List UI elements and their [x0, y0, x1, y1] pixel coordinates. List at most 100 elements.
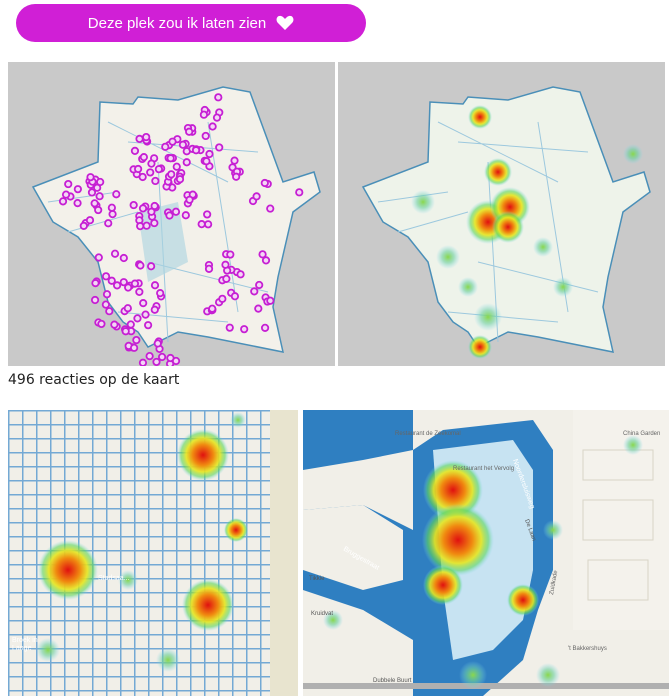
reaction-marker[interactable] — [142, 221, 151, 230]
reaction-marker[interactable] — [124, 283, 133, 292]
reaction-marker[interactable] — [157, 352, 167, 362]
reaction-marker[interactable] — [165, 211, 174, 220]
reaction-marker[interactable] — [142, 132, 151, 142]
reaction-marker[interactable] — [150, 218, 159, 228]
reaction-marker[interactable] — [129, 200, 138, 210]
reaction-marker[interactable] — [135, 287, 144, 297]
reaction-marker[interactable] — [139, 299, 148, 308]
reaction-marker[interactable] — [295, 188, 304, 197]
reaction-marker[interactable] — [166, 154, 175, 163]
reaction-marker[interactable] — [171, 207, 181, 216]
reaction-marker[interactable] — [182, 158, 191, 167]
reaction-marker[interactable] — [260, 178, 269, 188]
reaction-marker[interactable] — [145, 351, 154, 361]
reaction-marker[interactable] — [178, 140, 188, 149]
reaction-marker[interactable] — [230, 292, 240, 301]
reaction-marker[interactable] — [147, 159, 156, 168]
reaction-marker[interactable] — [73, 185, 82, 194]
reaction-marker[interactable] — [101, 272, 111, 281]
reaction-marker[interactable] — [266, 204, 275, 213]
reaction-marker[interactable] — [215, 143, 224, 152]
reaction-marker[interactable] — [97, 319, 106, 329]
reaction-marker[interactable] — [132, 335, 141, 345]
reaction-marker[interactable] — [90, 199, 99, 208]
reaction-marker[interactable] — [221, 260, 230, 269]
reaction-marker[interactable] — [90, 295, 100, 305]
reaction-marker[interactable] — [240, 325, 249, 334]
reaction-marker[interactable] — [110, 249, 120, 258]
reaction-marker[interactable] — [254, 304, 263, 313]
reaction-marker[interactable] — [130, 146, 140, 156]
reaction-marker[interactable] — [64, 179, 73, 189]
heatmap-zoom-harbour-map[interactable]: Restaurant de Zeekomal Restaurant het Ve… — [303, 410, 669, 696]
reaction-marker[interactable] — [147, 207, 156, 216]
reaction-marker[interactable] — [96, 177, 105, 187]
reaction-marker[interactable] — [107, 276, 116, 285]
reaction-marker[interactable] — [107, 203, 116, 212]
reaction-marker[interactable] — [252, 192, 261, 201]
reaction-marker[interactable] — [185, 127, 194, 136]
reaction-marker[interactable] — [79, 221, 88, 230]
reaction-marker[interactable] — [138, 204, 148, 213]
reaction-marker[interactable] — [199, 110, 209, 119]
reaction-marker[interactable] — [232, 172, 241, 181]
heatmap-zoom-city-map[interactable]: Stadsaa... Broek in Lange — [8, 410, 298, 696]
reaction-marker[interactable] — [150, 281, 160, 290]
reaction-marker[interactable] — [73, 198, 82, 208]
reaction-marker[interactable] — [197, 220, 206, 229]
reaction-marker[interactable] — [153, 339, 162, 348]
reaction-marker[interactable] — [205, 149, 214, 159]
reaction-marker[interactable] — [112, 281, 122, 290]
reaction-marker[interactable] — [185, 195, 194, 204]
reaction-marker[interactable] — [225, 323, 234, 332]
markers-map[interactable] — [8, 62, 335, 366]
show-place-button[interactable]: Deze plek zou ik laten zien — [16, 4, 366, 42]
reaction-marker[interactable] — [167, 170, 176, 179]
reaction-marker[interactable] — [144, 321, 153, 330]
reaction-marker[interactable] — [95, 192, 104, 201]
reaction-marker[interactable] — [134, 164, 143, 174]
reaction-marker[interactable] — [91, 279, 100, 288]
reaction-marker[interactable] — [94, 253, 103, 262]
reaction-marker[interactable] — [261, 256, 271, 265]
reaction-marker[interactable] — [136, 261, 145, 270]
reaction-marker[interactable] — [214, 93, 223, 102]
reaction-marker[interactable] — [208, 122, 217, 131]
reaction-marker[interactable] — [204, 220, 213, 229]
reaction-marker[interactable] — [154, 165, 163, 174]
reaction-marker[interactable] — [166, 353, 175, 363]
reaction-marker[interactable] — [156, 289, 165, 298]
reaction-marker[interactable] — [136, 222, 145, 231]
reaction-marker[interactable] — [102, 290, 112, 299]
reaction-marker[interactable] — [121, 327, 130, 336]
reaction-markers[interactable] — [58, 93, 304, 366]
reaction-marker[interactable] — [152, 357, 161, 366]
reaction-marker[interactable] — [119, 253, 128, 263]
reaction-marker[interactable] — [112, 190, 121, 199]
reaction-marker[interactable] — [250, 287, 259, 296]
reaction-marker[interactable] — [208, 304, 217, 313]
reaction-marker[interactable] — [266, 296, 275, 305]
reaction-marker[interactable] — [150, 305, 159, 314]
reaction-marker[interactable] — [204, 264, 214, 273]
reaction-marker[interactable] — [258, 250, 267, 259]
reaction-marker[interactable] — [104, 219, 113, 228]
reaction-marker[interactable] — [255, 280, 264, 290]
reaction-marker[interactable] — [119, 278, 128, 287]
reaction-marker[interactable] — [108, 210, 117, 219]
heatmap-overview-map[interactable] — [338, 62, 665, 366]
reaction-marker[interactable] — [126, 320, 135, 329]
reaction-marker[interactable] — [141, 310, 150, 319]
reaction-marker[interactable] — [218, 294, 227, 303]
reaction-marker[interactable] — [123, 304, 132, 313]
reaction-marker[interactable] — [135, 134, 144, 143]
reaction-marker[interactable] — [191, 146, 201, 155]
reaction-marker[interactable] — [87, 188, 97, 197]
reaction-marker[interactable] — [222, 274, 231, 283]
reaction-marker[interactable] — [133, 314, 142, 323]
reaction-marker[interactable] — [146, 168, 155, 177]
reaction-marker[interactable] — [86, 173, 95, 182]
reaction-marker[interactable] — [230, 156, 239, 165]
reaction-marker[interactable] — [202, 157, 211, 166]
reaction-marker[interactable] — [151, 176, 160, 186]
